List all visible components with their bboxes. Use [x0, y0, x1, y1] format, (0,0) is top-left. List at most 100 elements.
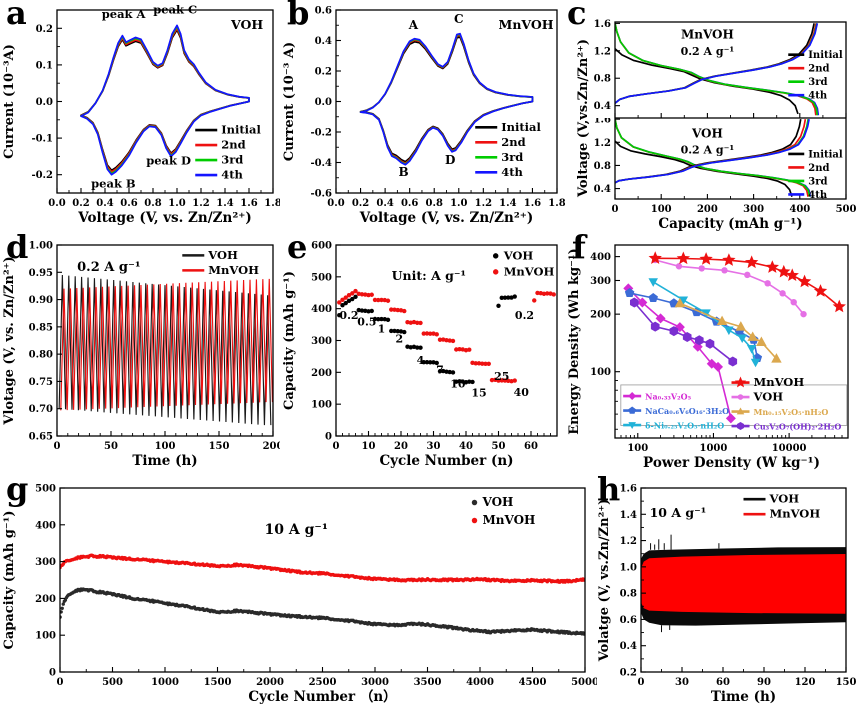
x-tick-label: 4500 [519, 677, 547, 688]
y-tick-label: 0.80 [29, 350, 53, 361]
y-tick-label: 0.8 [594, 74, 611, 85]
rate-point [473, 361, 478, 366]
rate-point [428, 360, 433, 365]
rate-point [447, 338, 452, 343]
rate-point [434, 332, 439, 337]
annotation: B [398, 165, 408, 179]
x-tick-label: 5000 [571, 677, 597, 688]
y-tick-label: -0.6 [310, 189, 332, 200]
legend-label: 3rd [221, 153, 243, 167]
rate-point [463, 380, 469, 385]
legend-label: MnVOH [754, 375, 805, 389]
x-tick-label: 1.6 [524, 198, 541, 209]
rate-point [535, 290, 540, 296]
legend-label: 2nd [501, 135, 525, 149]
rate-point [369, 308, 374, 314]
legend-label: 4th [808, 190, 828, 201]
annotation: 4 [417, 354, 425, 367]
panel-e: 0 10 20 30 40 50 60 0 100 200 300 400 500 600 Cycle Nu… [280, 235, 565, 478]
x-tick-label: 1.0 [450, 198, 467, 209]
annotation: 0.2 A g⁻¹ [681, 45, 735, 58]
annotation: 40 [514, 386, 530, 399]
y-tick-label: 0 [49, 668, 56, 679]
diamond-marker [674, 322, 685, 333]
y-tick-label: 0.1 [36, 60, 53, 71]
x-tick-label: 0.2 [72, 198, 89, 209]
x-tick-label: 150 [836, 677, 856, 688]
pentagon-marker [624, 288, 635, 298]
x-tick-label: 3000 [361, 677, 389, 688]
annotation: 7 [436, 364, 444, 377]
annotation: VOH [691, 127, 723, 141]
panel-letter-b: b [287, 0, 310, 32]
x-tick-label: 200 [263, 441, 280, 452]
tri_down-marker [628, 422, 636, 430]
series-group [623, 251, 846, 424]
annotation: 25 [494, 370, 509, 383]
rate-point [480, 361, 485, 366]
rate-point [372, 316, 378, 322]
x-tick-label: 2000 [256, 677, 284, 688]
dot-marker [471, 517, 478, 524]
rate-point [343, 300, 348, 306]
panel-h: 0 30 60 90 120 150 0.2 0.4 0.6 0.8 1.0 1.2 1.4 1.6 Tim… [595, 478, 856, 718]
rate-point [343, 295, 348, 300]
x-tick-label: 0.6 [401, 198, 418, 209]
rate-point [379, 297, 384, 303]
rate-point [385, 298, 391, 303]
legend-label: VOH [753, 390, 784, 404]
star-marker [745, 255, 759, 269]
x-tick-label: 500 [836, 204, 856, 215]
plot-frame [614, 244, 849, 439]
y-tick-label: 0.85 [29, 322, 53, 333]
cycle-point [60, 610, 63, 614]
tri_down-marker [648, 278, 658, 287]
annotation: peak B [91, 177, 136, 191]
panel-c1-svg: 0.4 0.8 1.2 1.6 MnVOH 0.2 A g⁻¹ Initial 2nd 3rd 4… [594, 19, 847, 119]
rate-point [346, 298, 352, 304]
x-axis-label: Cycle Number (n) [379, 453, 513, 469]
x-axis-label: Cycle Number （n） [248, 689, 396, 705]
annotation: peak C [153, 3, 197, 17]
x-tick-label: 0 [612, 204, 619, 215]
star-marker [785, 268, 799, 282]
rate-point [454, 379, 459, 384]
rate-point [499, 378, 504, 383]
rate-point [356, 291, 361, 297]
y-tick-label: 1.6 [594, 19, 611, 30]
x-tick-label: 0.0 [48, 198, 65, 209]
legend-label: Mn₀.₁₅V₂O₅·nH₂O [754, 407, 829, 417]
rate-point [402, 329, 407, 335]
annotation: 0.2 [339, 309, 358, 322]
star-marker [832, 299, 846, 313]
y-tick-label: 400 [35, 520, 56, 531]
tri_down-marker [724, 326, 734, 336]
diamond-marker [713, 361, 724, 372]
rate-point [389, 328, 394, 334]
y-tick-label: 0.4 [594, 101, 611, 112]
rate-point [424, 359, 430, 365]
annotation: 2 [396, 333, 404, 346]
legend-label: NaCa₀.₆V₆O₁₆·3H₂O [645, 406, 729, 416]
shared-y-axis-label: Voltage (V,vs.Zn/Zn²⁺) [576, 38, 591, 198]
hexagon-marker [629, 297, 639, 308]
voltage-band-MnVOH [641, 554, 846, 614]
panel-letter-a: a [6, 0, 27, 32]
y-tick-label: 0.75 [29, 377, 53, 388]
x-tick-label: 1000 [151, 677, 179, 688]
legend-label: Initial [501, 120, 541, 134]
cv-curve-4th [80, 24, 250, 176]
y-axis-label: Current (10⁻³ A) [282, 42, 297, 161]
rate-point [421, 359, 426, 365]
legend-label: MnVOH [483, 513, 536, 527]
y-tick-label: 0.6 [315, 6, 332, 17]
annotation: 10 [450, 378, 466, 391]
x-tick-label: 0.4 [376, 198, 393, 209]
rate-point [551, 292, 556, 297]
panel-c1: 0.4 0.8 1.2 1.6 MnVOH 0.2 A g⁻¹ Initial 2nd 3rd 4… [565, 8, 856, 119]
x-tick-label: 120 [795, 677, 816, 688]
x-axis-label: Power Density (W kg⁻¹) [643, 455, 820, 471]
rate-point [356, 307, 361, 313]
x-tick-label: 0.4 [96, 198, 113, 209]
annotation: MnVOH [681, 28, 734, 42]
